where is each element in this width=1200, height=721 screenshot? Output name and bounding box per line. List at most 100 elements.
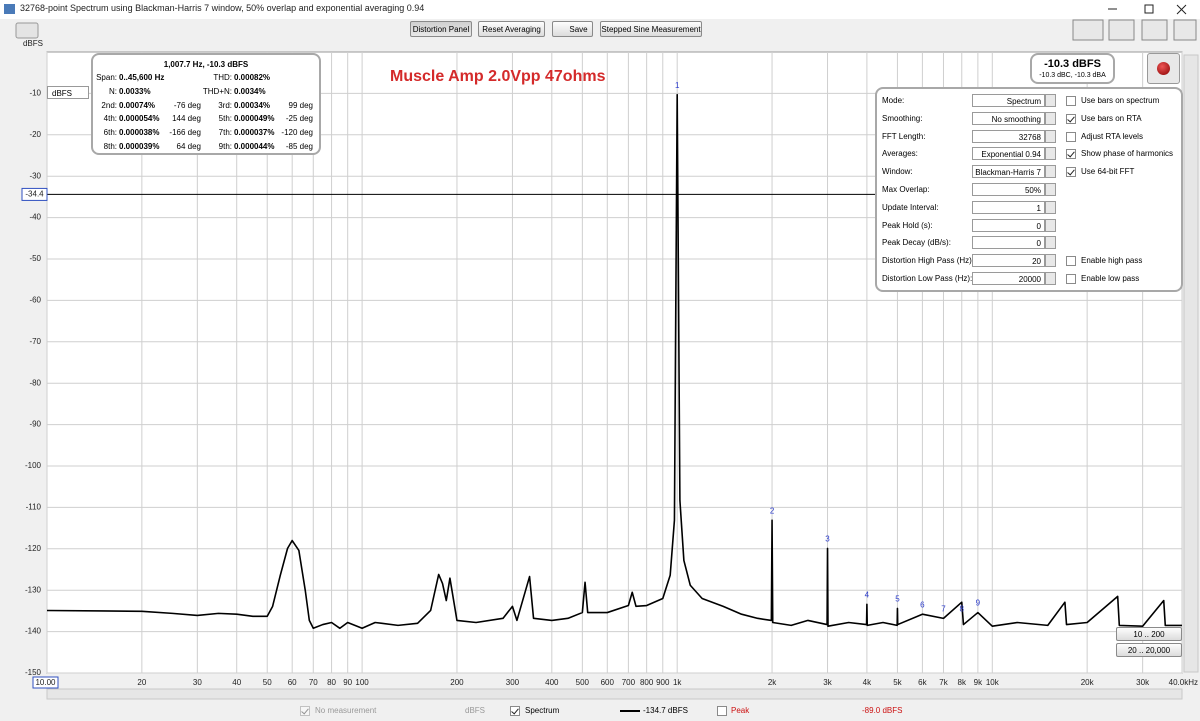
y-tick-label: -10 [29,89,41,98]
setting-label: Distortion Low Pass (Hz): [882,274,973,283]
harmonic-phase: 144 deg [172,114,201,123]
x-tick-label: 100 [355,678,369,687]
setting-field[interactable]: 50% [972,183,1045,196]
setting-field[interactable]: No smoothing [972,111,1045,125]
x-start-box [32,676,59,689]
view-button[interactable] [1072,19,1104,41]
legend-checkbox[interactable] [510,706,520,716]
legend-value: -134.7 dBFS [643,706,688,715]
setting-label: Window: [882,167,913,177]
harmonic-label: 3 [825,534,830,543]
x-tick-label: 8k [958,678,967,687]
cursor-label: -34.4 [25,190,44,199]
close-button[interactable] [1176,4,1187,15]
setting-dropdown[interactable] [1045,200,1056,214]
setting-dropdown[interactable] [1045,272,1056,285]
setting-checkbox[interactable] [1066,131,1076,142]
setting-field[interactable]: 0 [972,236,1045,250]
zoom-button[interactable]: 20 .. 20,000 [1116,643,1182,657]
setting-checkbox[interactable] [1066,274,1076,284]
y-tick-label: -40 [29,213,41,222]
stat-value: 0..45,600 Hz [119,73,165,82]
y-tick-label: -150 [25,668,42,677]
annotation: Muscle Amp 2.0Vpp 47ohms [390,68,606,85]
legend-name: Peak [731,706,750,715]
stat-label: N: [109,87,117,96]
setting-dropdown[interactable] [1045,254,1056,268]
y-unit-selector[interactable]: dBFS [47,86,89,99]
harmonic-name: 5th: [218,114,232,123]
harmonic-name: 3rd: [218,101,232,110]
setting-field[interactable]: Spectrum [972,94,1045,107]
zoom-button[interactable]: 10 .. 200 [1116,627,1182,641]
setting-dropdown[interactable] [1045,218,1056,232]
harmonic-phase: 64 deg [176,142,201,151]
setting-checkbox[interactable] [1066,256,1076,267]
toolbar-button[interactable]: Distortion Panel [410,21,472,37]
setting-field[interactable]: Exponential 0.94 [972,147,1045,161]
y-tick-label: -60 [29,296,41,305]
legend-checkbox[interactable] [717,706,727,716]
title-bar [0,0,1200,19]
zoom-fit-button[interactable] [1141,19,1168,41]
setting-dropdown[interactable] [1045,183,1056,196]
setting-option: Adjust RTA levels [1081,131,1143,141]
vertical-scrollbar[interactable] [1183,54,1199,673]
x-tick-label: 900 [656,678,670,687]
toolbar-button[interactable]: Stepped Sine Measurement [600,21,702,37]
spectrum-line [46,93,1182,630]
harmonic-phase: 99 deg [288,101,313,110]
setting-dropdown[interactable] [1045,94,1056,107]
x-tick-label: 7k [939,678,948,687]
setting-dropdown[interactable] [1045,111,1056,125]
x-tick-label: 600 [601,678,615,687]
restore-button[interactable] [1144,4,1154,14]
settings-panel: Mode: Spectrum Use bars on spectrum Smoothi… [875,87,1183,292]
setting-option: Enable high pass [1081,256,1143,266]
harmonic-level: 0.000038% [119,128,160,137]
harmonic-phase: -76 deg [173,101,201,110]
setting-checkbox[interactable] [1066,113,1076,124]
harmonic-name: 4th: [103,114,117,123]
x-tick-label: 50 [263,678,272,687]
toolbar-button[interactable]: Save [552,21,593,37]
legend-swatch [620,710,640,712]
x-tick-label: 700 [622,678,636,687]
setting-checkbox[interactable] [1066,149,1076,160]
setting-dropdown[interactable] [1045,236,1056,250]
setting-label: Peak Decay (dB/s): [882,238,951,248]
setting-dropdown[interactable] [1045,165,1056,179]
y-tick-label: -30 [29,171,41,180]
harmonic-level: 0.000049% [234,114,275,123]
x-tick-label: 80 [327,678,336,687]
stats-panel: 1,007.7 Hz, -10.3 dBFS Span: 0..45,600 Hz T… [91,53,321,155]
harmonic-level: 0.00074% [119,101,156,110]
record-button[interactable] [1147,53,1180,84]
harmonic-name: 7th: [218,128,232,137]
setting-option: Enable low pass [1081,274,1140,283]
setting-dropdown[interactable] [1045,129,1056,143]
setting-field[interactable]: 32768 [972,129,1045,143]
setting-checkbox[interactable] [1066,167,1076,178]
level-value: -10.3 dBFS [1044,58,1101,70]
legend-checkbox[interactable] [300,706,310,716]
setting-field[interactable]: 20000 [972,272,1045,285]
layout-button[interactable] [1108,19,1135,41]
settings-button[interactable] [1173,19,1197,41]
toolbar-button[interactable]: Reset Averaging [478,21,545,37]
app-icon [4,4,15,14]
screenshot-button[interactable] [15,22,39,39]
x-tick-label: 200 [450,678,464,687]
harmonic-label: 7 [941,604,946,613]
setting-checkbox[interactable] [1066,96,1076,106]
horizontal-scrollbar[interactable] [46,688,1183,700]
setting-dropdown[interactable] [1045,147,1056,161]
setting-field[interactable]: 1 [972,200,1045,214]
setting-field[interactable]: Blackman-Harris 7 [972,165,1045,179]
setting-field[interactable]: 0 [972,218,1045,232]
setting-field[interactable]: 20 [972,254,1045,268]
harmonic-level: 0.000044% [234,142,275,151]
y-tick-label: -80 [29,378,41,387]
y-tick-label: -140 [25,627,42,636]
setting-option: Use bars on spectrum [1081,96,1160,105]
